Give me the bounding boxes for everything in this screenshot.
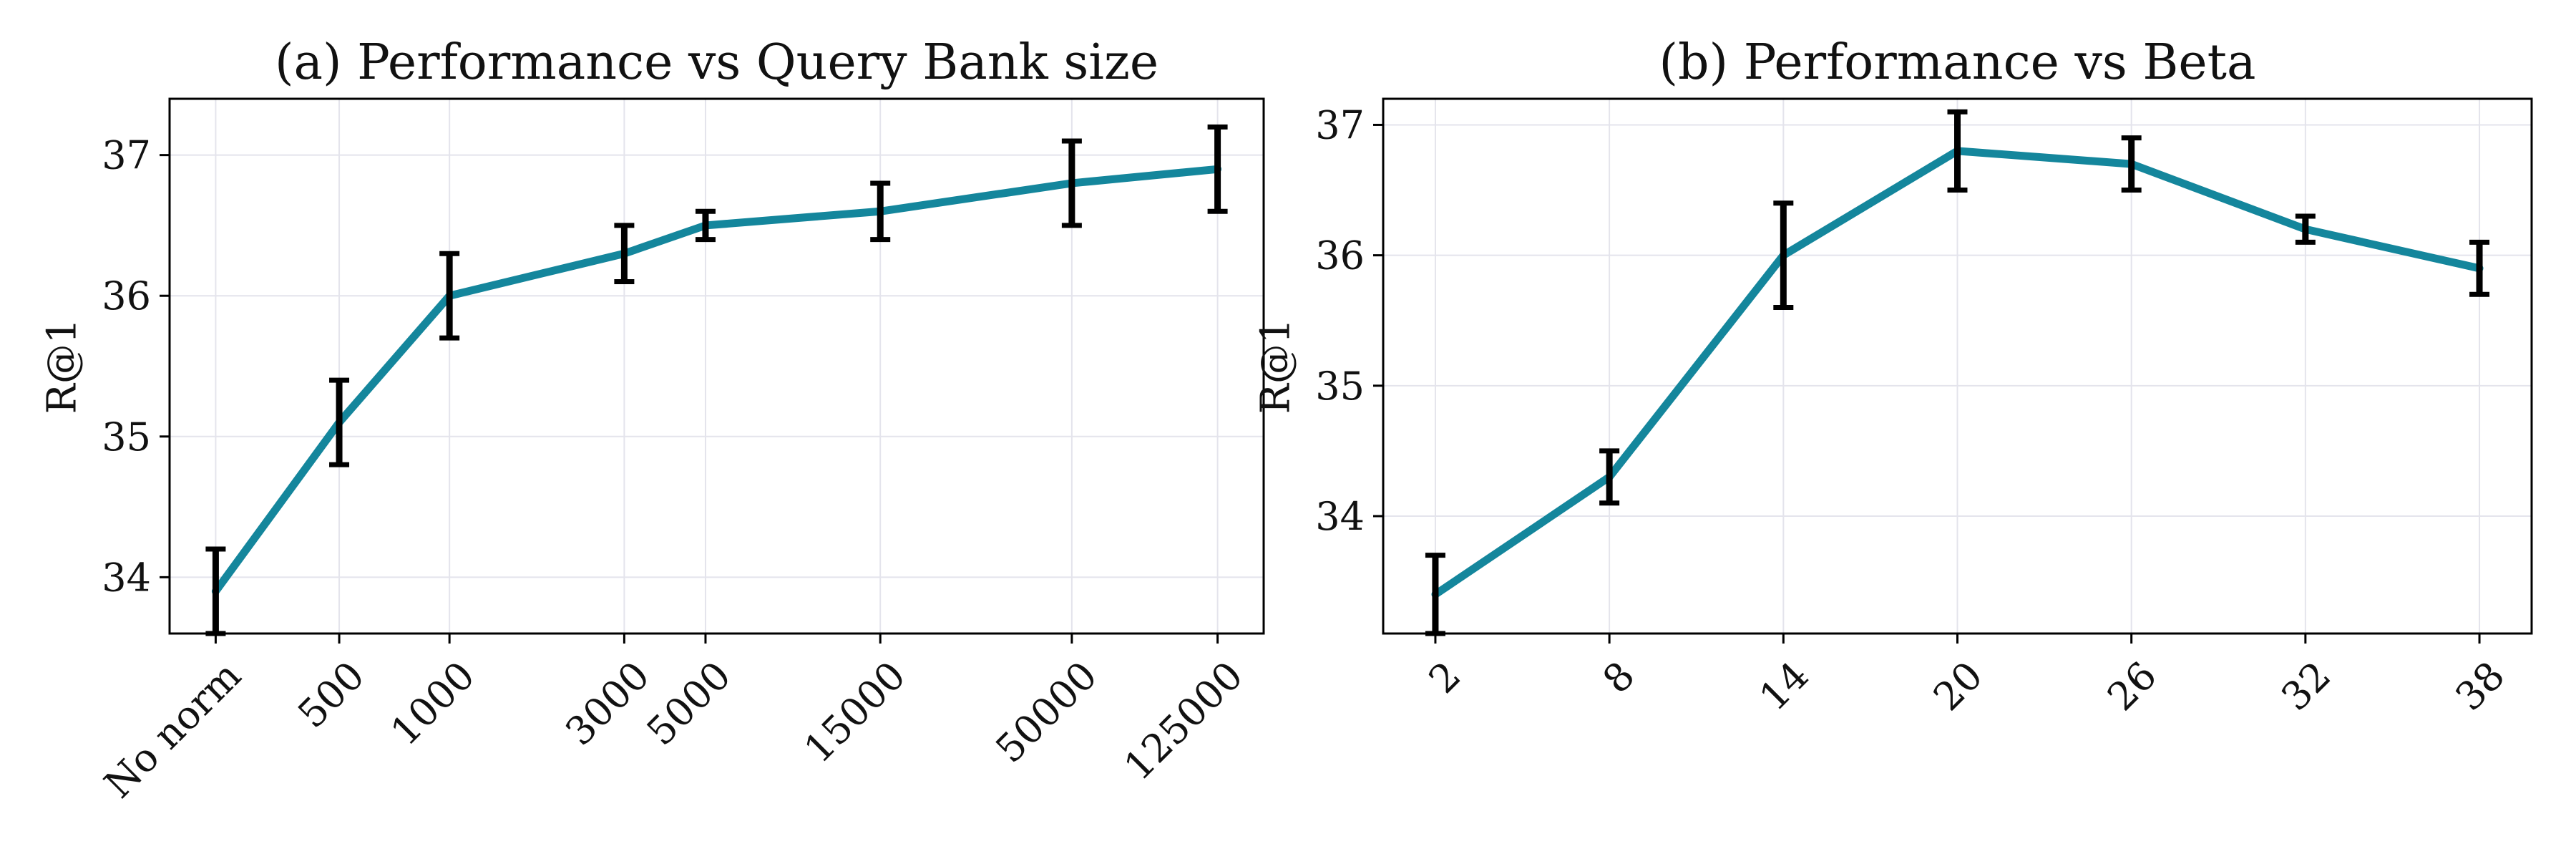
left-chart-xtick-label: 50000: [987, 653, 1106, 772]
right-chart-ytick-label: 34: [1315, 494, 1365, 539]
right-chart: 34 35 36 37 2 8 14 20 26 32 38 (b) Performance vs B…: [1253, 34, 2533, 719]
left-chart-ytick-label: 36: [102, 273, 151, 319]
left-chart-xtick-label: 500: [289, 653, 373, 737]
left-chart-error-bar: [1061, 138, 1082, 228]
left-chart-error-bar: [870, 180, 891, 243]
right-chart-xtick-label: 38: [2446, 653, 2513, 719]
left-chart-ylabel: R@1: [39, 319, 86, 414]
left-chart-error-bar: [614, 223, 635, 285]
left-chart-error-bar: [205, 546, 226, 636]
right-chart-xtick-label: 20: [1925, 653, 1991, 719]
right-chart-error-bar: [1773, 200, 1794, 311]
right-chart-xtick-label: 2: [1420, 653, 1470, 702]
right-chart-xtick-label: 32: [2273, 653, 2339, 719]
left-chart-xtick-label: 1000: [382, 653, 484, 754]
right-chart-error-bar: [2295, 213, 2316, 245]
right-chart-xtick-label: 26: [2099, 653, 2165, 719]
right-chart-error-bar: [1425, 553, 1445, 636]
right-chart-xtick-label: 14: [1751, 653, 1818, 719]
left-chart-xtick-label: 5000: [638, 653, 740, 754]
right-chart-ytick-label: 35: [1315, 364, 1365, 409]
left-chart-error-bar: [1207, 124, 1228, 214]
left-chart-error-bar: [439, 251, 460, 341]
left-chart-error-bar: [695, 208, 716, 243]
right-chart-error-bar: [2469, 239, 2490, 297]
left-chart-ytick-label: 34: [102, 555, 151, 600]
left-chart-xtick-label: 15000: [796, 653, 914, 772]
left-chart-xtick-label: 3000: [557, 653, 658, 754]
left-chart-xtick-label: 125000: [1116, 653, 1252, 789]
right-chart-error-bar: [1947, 109, 1968, 193]
right-chart-ytick-label: 36: [1315, 233, 1365, 278]
left-chart-title: (a) Performance vs Query Bank size: [275, 34, 1158, 91]
left-chart-xtick-label: No norm: [96, 653, 250, 807]
left-chart-frame: [168, 97, 1265, 635]
right-chart-error-bar: [1599, 448, 1620, 506]
right-chart-ytick-label: 37: [1315, 102, 1365, 147]
left-chart-error-bar: [329, 377, 350, 467]
left-chart-series-line: [211, 165, 1222, 596]
right-chart-ylabel: R@1: [1253, 319, 1299, 414]
right-chart-error-bar: [2121, 135, 2142, 193]
left-chart-ytick-label: 35: [102, 414, 151, 460]
right-chart-title: (b) Performance vs Beta: [1659, 34, 2255, 91]
right-chart-xtick-label: 8: [1594, 653, 1644, 702]
left-chart-ytick-label: 37: [102, 133, 151, 178]
